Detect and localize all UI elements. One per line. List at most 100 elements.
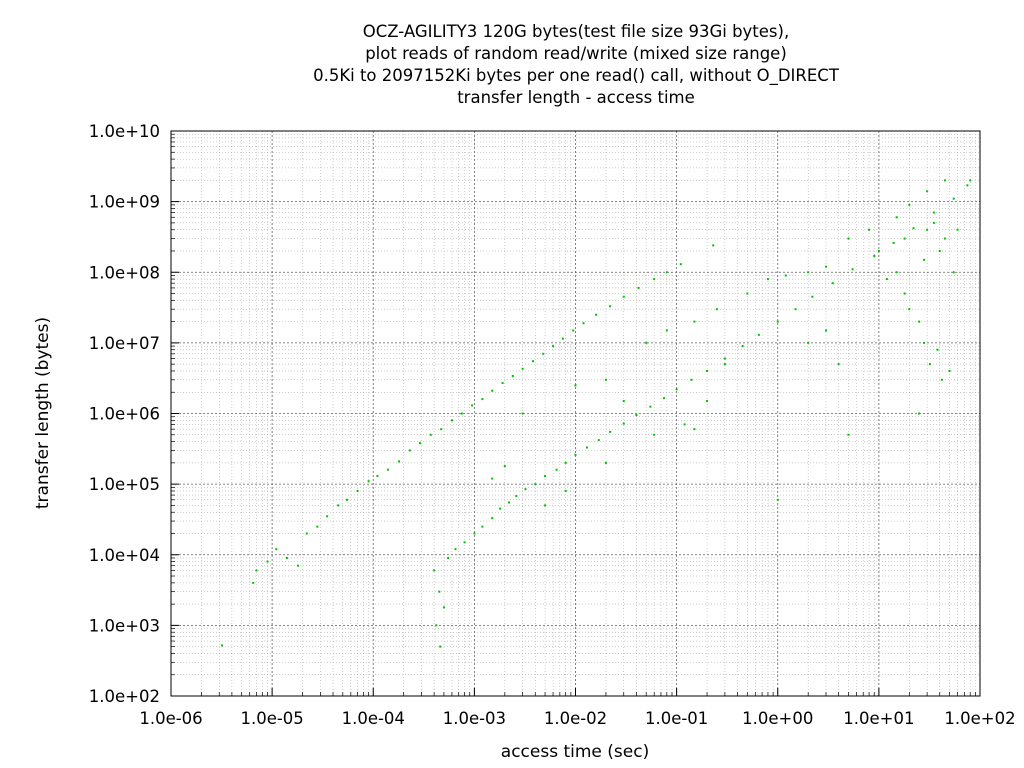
data-point <box>604 378 607 381</box>
data-point <box>892 241 895 244</box>
data-point <box>574 384 577 387</box>
y-axis-label: transfer length (bytes) <box>33 317 53 509</box>
data-point <box>508 501 511 504</box>
data-point <box>622 422 625 425</box>
data-point <box>387 468 390 471</box>
data-point <box>542 352 545 355</box>
data-point <box>296 564 299 567</box>
data-point <box>693 428 696 431</box>
data-point <box>903 292 906 295</box>
data-point <box>877 249 880 252</box>
data-point <box>683 423 686 426</box>
axis-ticks <box>170 130 981 697</box>
data-point <box>918 320 921 323</box>
data-point <box>582 322 585 325</box>
y-tick-label: 1.0e+04 <box>89 546 160 565</box>
data-point <box>285 556 288 559</box>
data-point <box>940 378 943 381</box>
data-point <box>794 308 797 311</box>
data-point <box>969 179 972 182</box>
title-line-2: plot reads of random read/write (mixed s… <box>365 44 787 63</box>
y-tick-label: 1.0e+06 <box>89 405 160 424</box>
data-point <box>923 341 926 344</box>
data-point <box>532 360 535 363</box>
data-point <box>932 221 935 224</box>
data-point <box>438 590 441 593</box>
data-point <box>564 461 567 464</box>
data-point <box>491 477 494 480</box>
y-tick-label: 1.0e+09 <box>89 193 160 212</box>
data-point <box>501 382 504 385</box>
data-point <box>706 369 709 372</box>
data-point <box>398 460 401 463</box>
x-tick-label: 1.0e+00 <box>742 709 813 728</box>
x-tick-label: 1.0e-03 <box>443 709 506 728</box>
y-tick-label: 1.0e+03 <box>89 616 160 635</box>
x-tick-label: 1.0e-04 <box>342 709 405 728</box>
data-point <box>252 581 255 584</box>
data-point <box>926 190 929 193</box>
data-point <box>439 645 442 648</box>
data-point <box>837 363 840 366</box>
data-point <box>574 453 577 456</box>
data-point <box>275 548 278 551</box>
data-point <box>706 400 709 403</box>
data-point <box>895 216 898 219</box>
data-point <box>943 179 946 182</box>
data-point <box>824 265 827 268</box>
data-point <box>723 363 726 366</box>
data-point <box>597 439 600 442</box>
data-point <box>956 228 959 231</box>
data-point <box>885 278 888 281</box>
data-point <box>675 388 678 391</box>
data-point <box>807 341 810 344</box>
data-point <box>851 268 854 271</box>
data-point <box>447 556 450 559</box>
y-tick-label: 1.0e+07 <box>89 334 160 353</box>
data-point <box>622 295 625 298</box>
data-point <box>408 449 411 452</box>
data-point <box>948 369 951 372</box>
data-point <box>665 329 668 332</box>
data-point <box>564 489 567 492</box>
data-point <box>499 507 502 510</box>
data-point <box>367 480 370 483</box>
data-point <box>503 465 506 468</box>
data-point <box>938 249 941 252</box>
data-point <box>693 320 696 323</box>
data-point <box>609 305 612 308</box>
data-point <box>440 428 443 431</box>
data-point <box>419 442 422 445</box>
x-tick-label: 1.0e-01 <box>645 709 708 728</box>
data-point <box>544 475 547 478</box>
data-point <box>561 337 564 340</box>
data-point <box>515 494 518 497</box>
data-point <box>442 606 445 609</box>
data-point <box>918 412 921 415</box>
data-point <box>376 475 379 478</box>
data-point <box>345 498 348 501</box>
y-tick-label: 1.0e+10 <box>89 122 160 141</box>
data-point <box>912 227 915 230</box>
data-point <box>521 412 524 415</box>
data-point <box>572 329 575 332</box>
data-point <box>712 244 715 247</box>
data-point <box>746 292 749 295</box>
data-point <box>923 258 926 261</box>
data-point <box>635 414 638 417</box>
data-point <box>637 286 640 289</box>
data-point <box>435 624 438 627</box>
data-point <box>266 560 269 563</box>
data-point <box>895 271 898 274</box>
data-point <box>544 504 547 507</box>
data-point <box>622 400 625 403</box>
data-point <box>555 468 558 471</box>
data-point <box>604 461 607 464</box>
data-point <box>784 274 787 277</box>
data-point <box>715 308 718 311</box>
data-point <box>776 320 779 323</box>
data-point <box>524 488 527 491</box>
data-point <box>903 237 906 240</box>
x-axis-label: access time (sec) <box>501 742 649 762</box>
